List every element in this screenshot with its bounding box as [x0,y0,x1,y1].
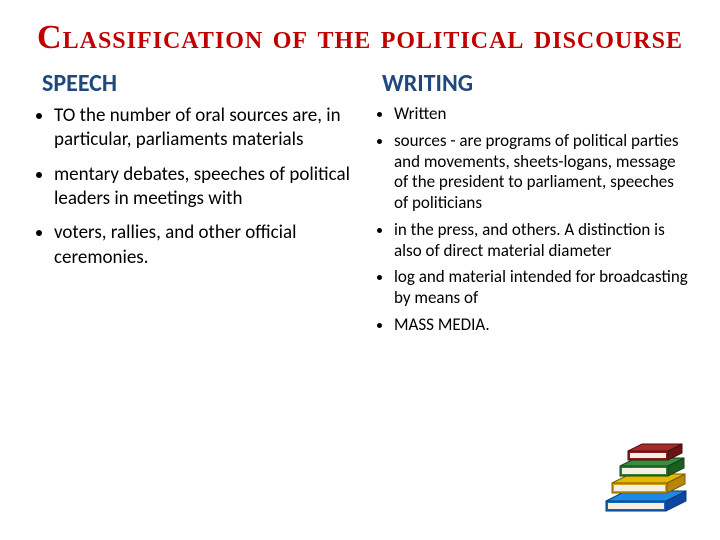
column-writing: WRITING Written sources - are programs o… [360,69,700,341]
list-item: mentary debates, speeches of political l… [54,163,350,212]
list-item: Written [394,104,690,125]
list-item: TO the number of oral sources are, in pa… [54,104,350,153]
list-item: MASS MEDIA. [394,315,690,336]
list-item: log and material intended for broadcasti… [394,267,690,308]
books-icon [602,431,702,526]
page-title: Classification of the political discours… [0,0,720,63]
list-item: in the press, and others. A distinction … [394,220,690,261]
content-columns: SPEECH TO the number of oral sources are… [0,63,720,341]
list-item: voters, rallies, and other official cere… [54,221,350,270]
speech-list: TO the number of oral sources are, in pa… [30,104,350,270]
writing-heading: WRITING [370,69,690,98]
writing-list: Written sources - are programs of politi… [370,104,690,335]
speech-heading: SPEECH [30,69,350,98]
column-speech: SPEECH TO the number of oral sources are… [20,69,360,341]
list-item: sources - are programs of political part… [394,131,690,214]
